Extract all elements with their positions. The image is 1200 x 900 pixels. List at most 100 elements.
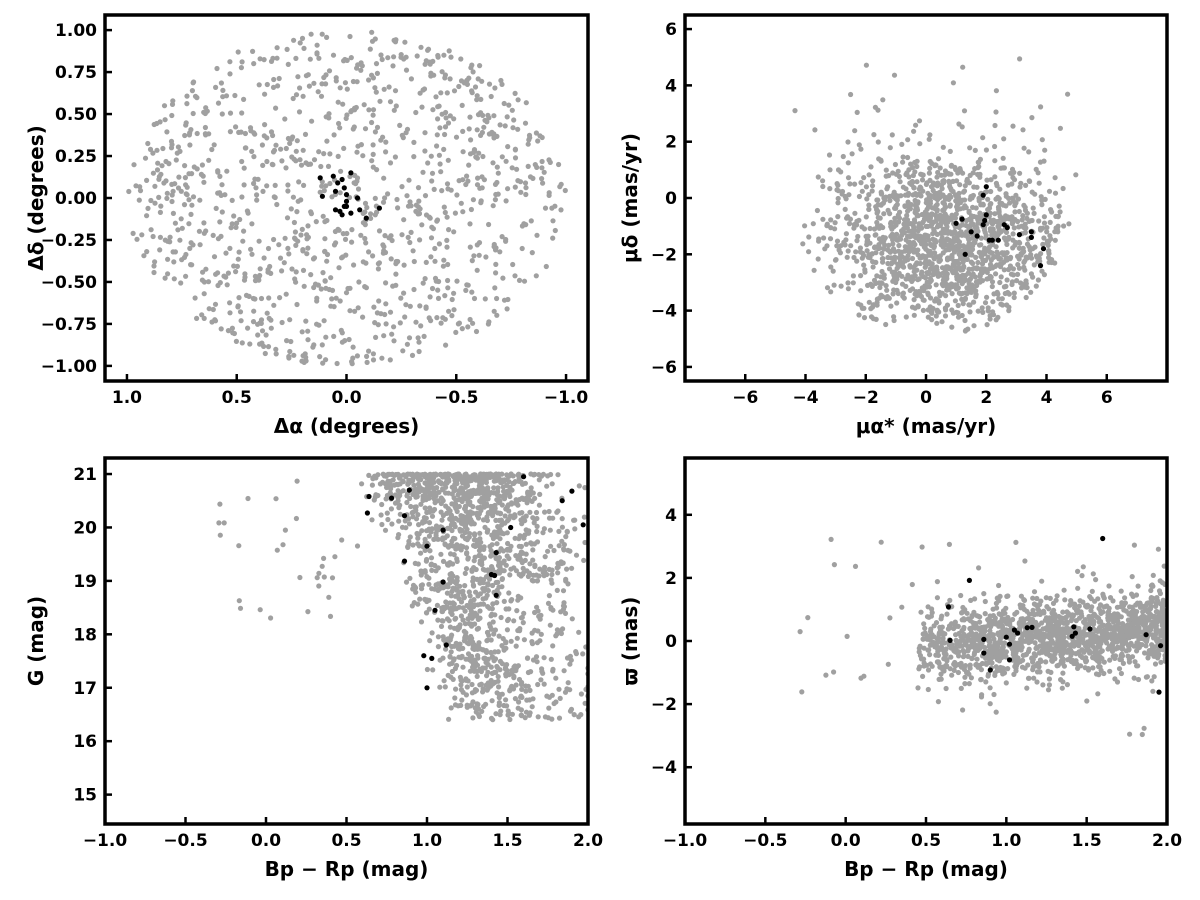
background-point [489,582,496,589]
background-point [892,205,898,211]
background-point [511,668,517,674]
background-point [472,657,478,663]
background-point [988,177,994,183]
background-point [406,538,412,544]
background-point [973,294,979,300]
background-point [409,603,415,609]
background-point [456,604,462,610]
background-point [515,593,521,599]
background-point [397,122,403,128]
background-point [244,208,250,214]
member-point [521,474,527,480]
background-point [285,245,291,251]
background-point [1135,583,1141,589]
background-point [505,712,511,718]
background-point [410,582,417,589]
background-point [438,169,444,175]
background-point [366,348,372,354]
background-point [455,321,461,327]
background-point [464,490,470,496]
background-point [427,548,433,554]
background-point [944,302,951,308]
background-point [323,183,329,189]
background-point [884,186,890,192]
background-point [304,251,310,257]
background-point [955,285,962,291]
background-point [289,136,295,142]
background-point [469,62,475,68]
background-point [301,182,307,188]
background-point [264,81,270,88]
background-point [880,200,887,206]
background-point [359,63,365,69]
background-point [920,307,927,313]
background-point [1009,166,1016,172]
background-point [372,195,378,201]
background-point [389,521,395,527]
background-point [259,142,265,148]
background-point [935,298,941,304]
background-point [866,299,872,305]
background-point [201,230,207,236]
background-point [445,157,451,163]
background-point [929,211,935,217]
background-point [383,280,389,286]
background-point [911,185,917,191]
background-point [957,200,964,206]
member-point [974,233,980,239]
background-point [1028,289,1034,295]
background-point [374,310,380,316]
background-point [474,93,480,99]
background-point [442,131,448,138]
data-points [797,535,1167,738]
background-point [310,344,316,350]
background-point [417,206,423,212]
background-point [544,483,550,489]
background-point [925,292,931,298]
member-point [332,188,339,194]
background-point [523,513,529,519]
background-point [923,246,929,252]
background-point [523,541,529,547]
background-point [318,163,324,170]
background-point [402,314,408,320]
background-point [281,260,287,266]
background-point [565,547,571,553]
background-point [1106,583,1112,589]
background-point [326,111,332,117]
background-point [848,243,854,249]
background-point [444,237,450,243]
background-point [221,520,227,526]
background-point [1004,277,1010,283]
background-point [853,249,859,255]
x-tick-label: 0.0 [251,831,281,851]
background-point [464,173,470,179]
background-point [1011,225,1017,231]
background-point [448,705,454,711]
y-tick-label: 19 [73,572,97,592]
background-point [538,631,544,637]
background-point [939,186,945,192]
background-point [962,317,968,324]
background-point [467,316,473,323]
background-point [456,178,462,184]
background-point [410,491,416,497]
background-point [249,221,255,227]
background-point [508,566,514,572]
background-point [571,712,577,718]
background-point [341,145,347,151]
background-point [477,63,483,69]
background-point [418,619,425,625]
background-point [390,283,396,289]
background-point [161,180,167,186]
background-point [441,204,447,210]
background-point [223,93,230,99]
background-point [448,54,454,60]
background-point [971,299,977,305]
background-point [279,268,285,274]
background-point [1021,145,1027,151]
background-point [371,304,377,310]
background-point [432,586,438,592]
background-point [926,284,933,290]
